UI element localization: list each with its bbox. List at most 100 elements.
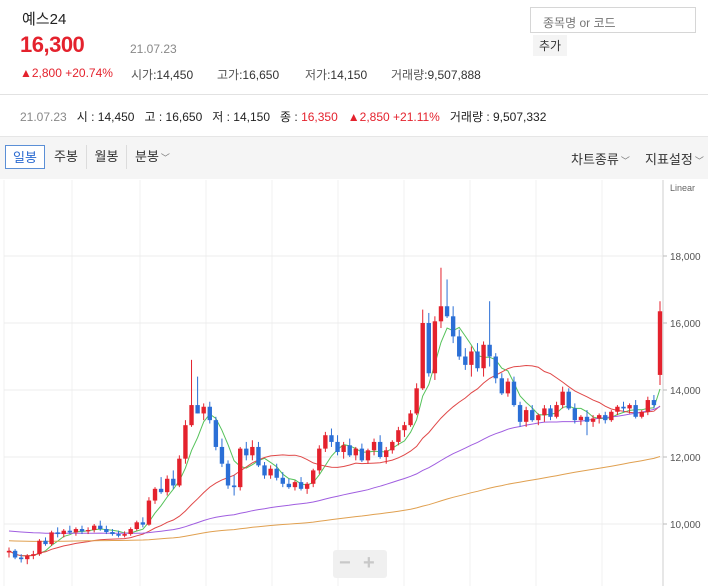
candle-body bbox=[323, 435, 328, 449]
chevron-down-icon: ﹀ bbox=[160, 153, 170, 163]
info-volume: 거래량 : 9,507,332 bbox=[449, 110, 547, 124]
stock-search-input[interactable] bbox=[530, 7, 696, 33]
chart-toolbar bbox=[0, 136, 708, 179]
candle-body bbox=[292, 482, 298, 488]
candle-body bbox=[329, 435, 334, 442]
candle-body bbox=[475, 351, 480, 369]
candle-body bbox=[566, 391, 571, 409]
high-label: 고가 bbox=[217, 68, 240, 82]
candle-body bbox=[499, 378, 505, 394]
zoom-in-button[interactable]: + bbox=[363, 552, 375, 574]
candle-body bbox=[122, 534, 127, 536]
candle-body bbox=[657, 311, 663, 375]
y-tick-label: 18,000 bbox=[670, 252, 701, 263]
low-label: 저가 bbox=[305, 68, 328, 82]
candle-body bbox=[231, 485, 237, 488]
candle-body bbox=[426, 323, 431, 374]
candle-body bbox=[536, 415, 541, 421]
candle-body bbox=[444, 306, 450, 317]
tab-minute-label: 분봉 bbox=[135, 149, 159, 164]
candle-body bbox=[104, 529, 109, 533]
tab-monthly[interactable]: 월봉 bbox=[86, 145, 126, 169]
candle-body bbox=[286, 483, 292, 488]
high-value: :16,650 bbox=[239, 68, 280, 82]
price-date: 21.07.23 bbox=[130, 42, 177, 56]
info-open: 시 : 14,450 bbox=[76, 110, 135, 124]
candle-body bbox=[183, 425, 188, 459]
candle-body bbox=[201, 406, 206, 414]
candle-body bbox=[43, 540, 48, 545]
candle-body bbox=[633, 405, 638, 417]
tab-weekly[interactable]: 주봉 bbox=[54, 149, 78, 164]
candle-body bbox=[505, 381, 511, 394]
tab-minute[interactable]: 분봉 ﹀ bbox=[126, 145, 176, 169]
candle-body bbox=[171, 478, 176, 486]
volume-label: 거래량 bbox=[391, 68, 425, 82]
candle-body bbox=[359, 448, 365, 461]
candle-body bbox=[438, 306, 444, 322]
candle-body bbox=[213, 420, 219, 447]
candle-body bbox=[49, 532, 54, 545]
candle-body bbox=[262, 465, 267, 476]
tab-daily[interactable]: 일봉 bbox=[5, 145, 45, 169]
candle-body bbox=[396, 430, 401, 442]
y-tick-label: 14,000 bbox=[670, 386, 701, 397]
candle-body bbox=[37, 540, 42, 555]
add-button[interactable]: 추가 bbox=[533, 35, 568, 56]
open-value: :14,450 bbox=[153, 68, 194, 82]
chart-type-label: 차트종류 bbox=[571, 152, 619, 167]
low-stat: 저가:14,150 bbox=[305, 66, 367, 84]
candle-body bbox=[195, 405, 200, 414]
candle-body bbox=[244, 448, 249, 456]
info-low: 저 : 14,150 bbox=[212, 110, 271, 124]
candle-body bbox=[639, 411, 644, 417]
ma-line-ma120 bbox=[8, 456, 661, 542]
candle-body bbox=[548, 408, 553, 417]
candle-body bbox=[128, 529, 133, 535]
chart-type-dropdown[interactable]: 차트종류 ﹀ bbox=[571, 149, 630, 168]
candle-body bbox=[31, 554, 36, 556]
price-change: ▲2,800 +20.74% bbox=[20, 66, 113, 80]
y-axis: Linear 10,000 12,000 14,000 16,000 18,000 bbox=[662, 180, 701, 586]
scale-label: Linear bbox=[670, 183, 695, 193]
zoom-out-button[interactable]: − bbox=[339, 552, 351, 574]
candle-body bbox=[371, 441, 377, 451]
candle-body bbox=[298, 482, 304, 489]
y-tick-label: 16,000 bbox=[670, 319, 701, 330]
candle-body bbox=[280, 477, 285, 484]
candle-body bbox=[645, 400, 651, 412]
candle-body bbox=[347, 445, 352, 456]
candle-body bbox=[311, 470, 316, 484]
indicator-settings-label: 지표설정 bbox=[645, 152, 693, 167]
candle-body bbox=[384, 450, 389, 457]
candle-body bbox=[250, 446, 255, 456]
candle-body bbox=[225, 463, 231, 486]
candle-body bbox=[146, 500, 152, 525]
candlestick-chart[interactable]: Linear 10,000 12,000 14,000 16,000 18,000 bbox=[0, 180, 708, 586]
candle-body bbox=[457, 336, 462, 357]
ma-line-ma20 bbox=[8, 364, 661, 557]
candle-body bbox=[12, 550, 18, 558]
candle-body bbox=[61, 530, 66, 535]
candle-body bbox=[304, 483, 310, 489]
y-tick-label: 12,000 bbox=[670, 453, 701, 464]
candle-body bbox=[317, 448, 322, 471]
candle-body bbox=[140, 522, 146, 525]
candle-body bbox=[177, 458, 182, 486]
candle-body bbox=[402, 425, 407, 431]
candle-body bbox=[85, 530, 91, 532]
candle-body bbox=[73, 529, 79, 533]
current-price: 16,300 bbox=[20, 32, 85, 57]
ma-line-ma5 bbox=[8, 326, 661, 557]
indicator-settings-dropdown[interactable]: 지표설정 ﹀ bbox=[645, 149, 704, 168]
volume-stat: 거래량:9,507,888 bbox=[391, 66, 481, 84]
candle-body bbox=[627, 405, 632, 409]
candle-body bbox=[25, 555, 30, 560]
candle-body bbox=[116, 534, 121, 536]
candle-body bbox=[609, 411, 614, 421]
candle-body bbox=[481, 344, 486, 369]
candle-body bbox=[110, 532, 115, 535]
candle-body bbox=[268, 468, 273, 476]
zoom-controls: − + bbox=[333, 550, 387, 578]
candle-body bbox=[91, 525, 97, 531]
